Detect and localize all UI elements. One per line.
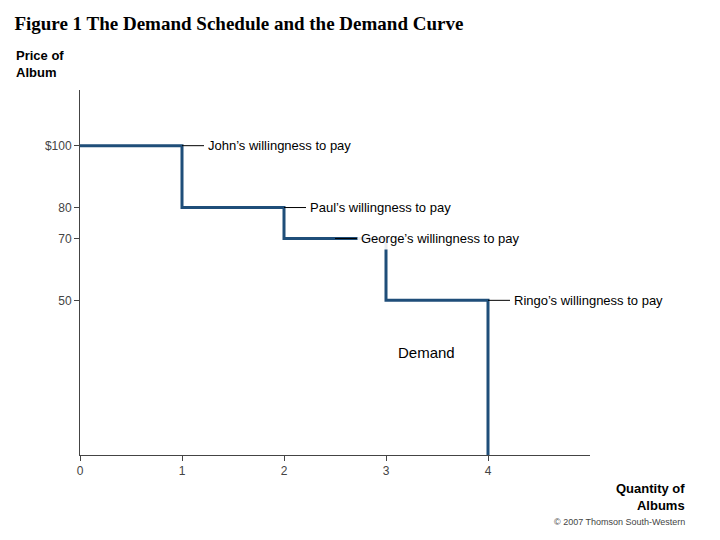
svg-text:70: 70	[58, 232, 72, 246]
svg-text:0: 0	[77, 464, 84, 478]
svg-text:2: 2	[281, 464, 288, 478]
svg-text:George’s willingness to pay: George’s willingness to pay	[361, 231, 520, 246]
svg-text:Price ofAlbum: Price ofAlbum	[16, 48, 64, 80]
svg-text:Paul’s willingness to pay: Paul’s willingness to pay	[310, 200, 451, 215]
svg-text:1: 1	[179, 464, 186, 478]
svg-text:3: 3	[383, 464, 390, 478]
svg-text:50: 50	[58, 294, 72, 308]
svg-text:© 2007 Thomson South-Western: © 2007 Thomson South-Western	[554, 517, 685, 527]
svg-text:John’s willingness to pay: John’s willingness to pay	[208, 138, 351, 153]
svg-text:Demand: Demand	[398, 344, 455, 361]
svg-text:Quantity ofAlbums: Quantity ofAlbums	[616, 481, 685, 513]
svg-text:$100: $100	[45, 139, 72, 153]
svg-text:Figure 1 The Demand Schedule a: Figure 1 The Demand Schedule and the Dem…	[14, 13, 463, 34]
svg-text:4: 4	[485, 464, 492, 478]
svg-text:80: 80	[58, 201, 72, 215]
svg-text:Ringo’s willingness to pay: Ringo’s willingness to pay	[514, 293, 663, 308]
